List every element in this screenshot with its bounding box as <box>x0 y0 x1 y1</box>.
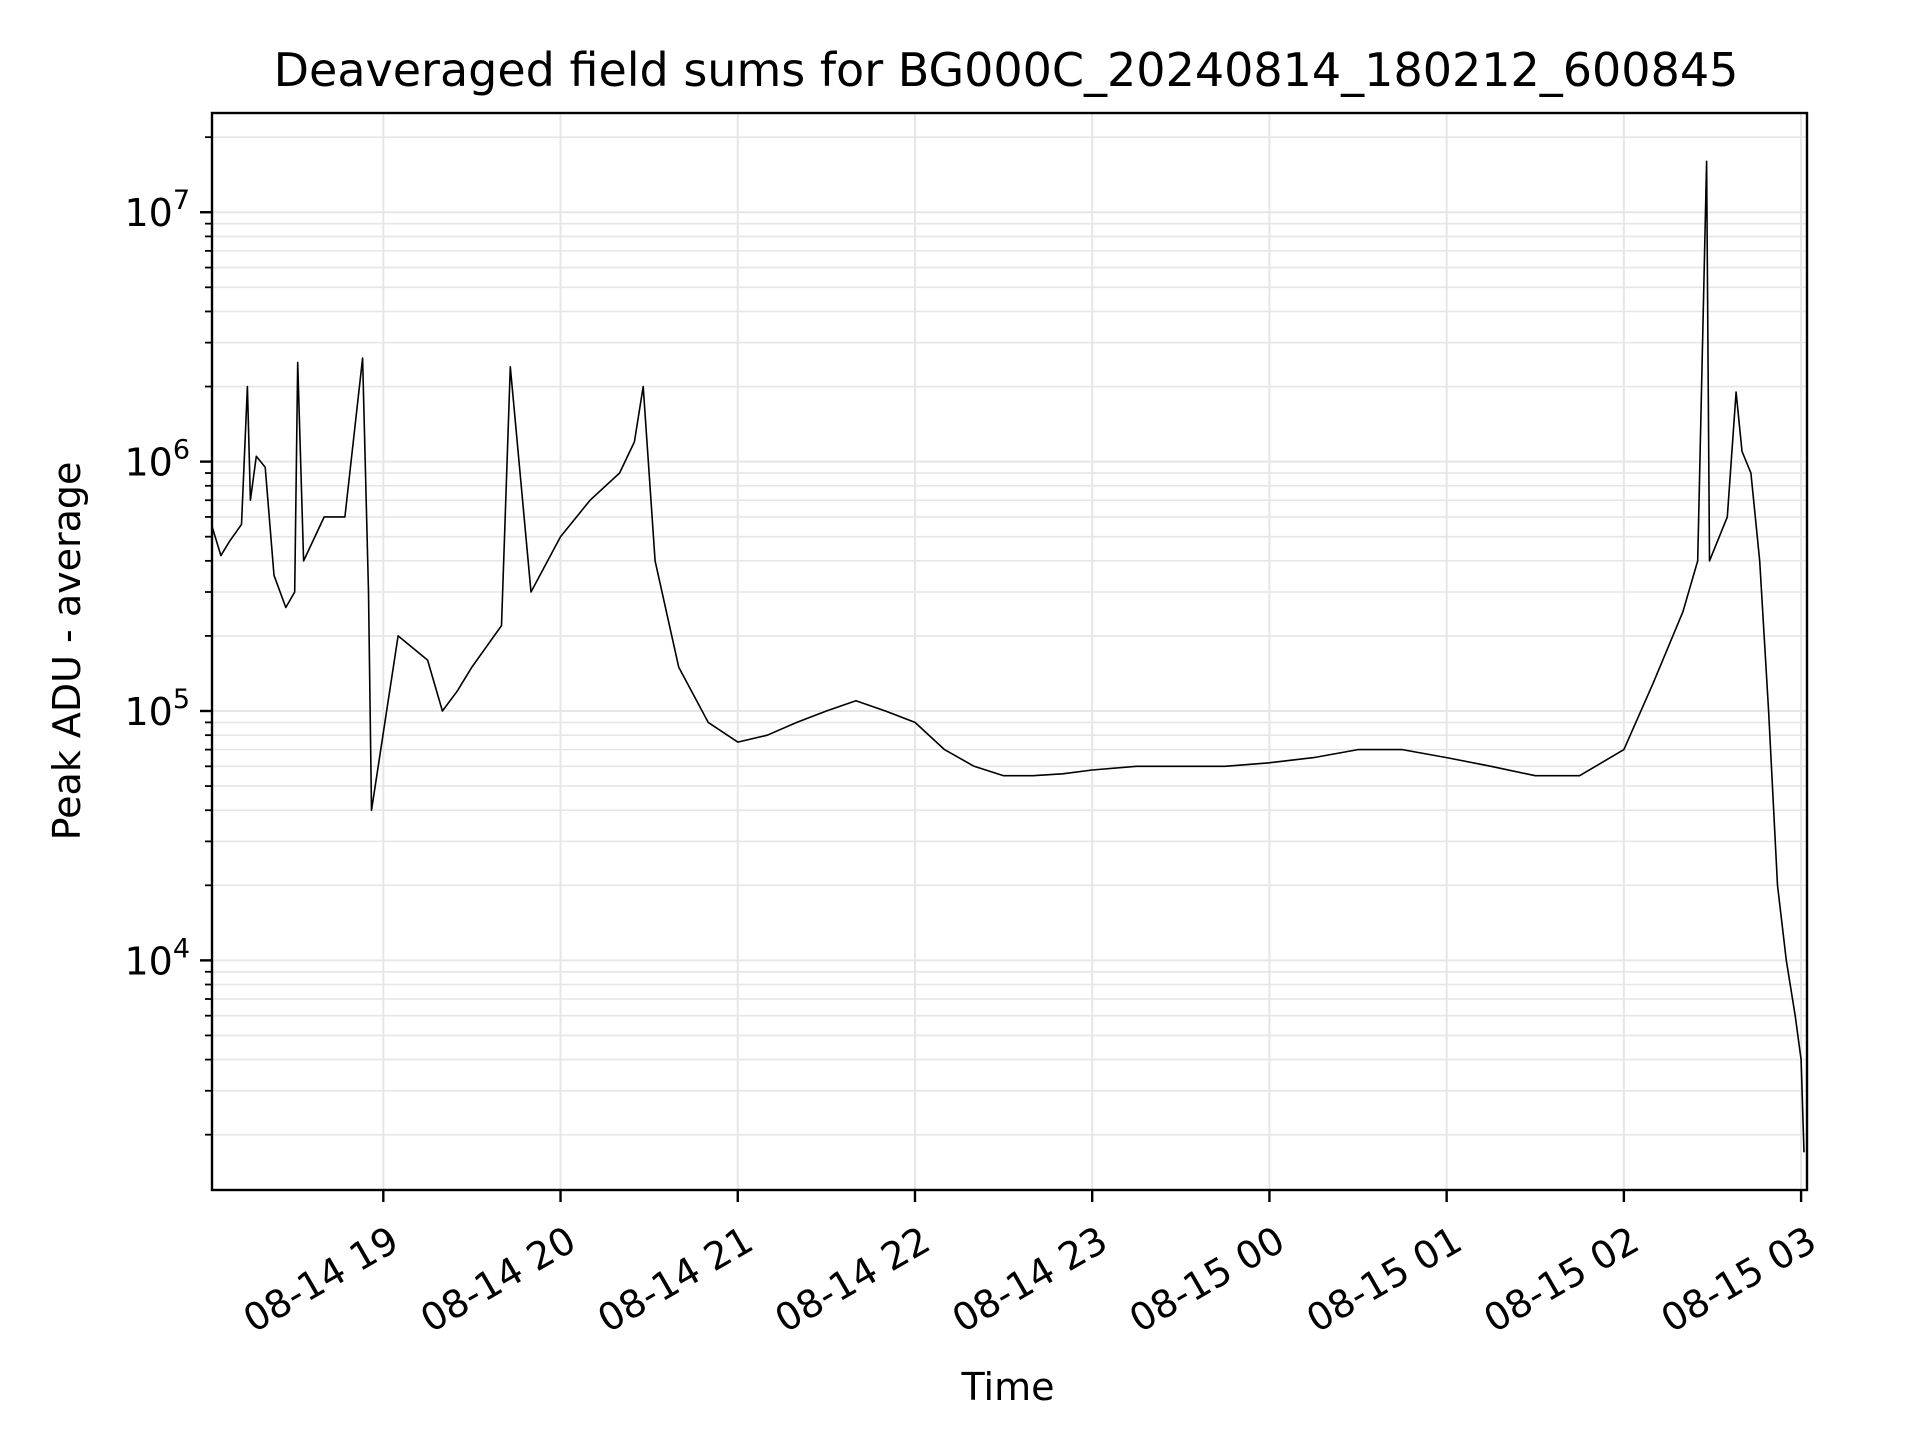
x-axis-label: Time <box>961 1365 1055 1409</box>
chart-title: Deaveraged field sums for BG000C_2024081… <box>274 43 1739 97</box>
y-axis-label: Peak ADU - average <box>45 462 89 841</box>
y-tick-label: 104 <box>124 933 190 983</box>
grid-lines <box>212 113 1807 1190</box>
series-line <box>211 160 1805 1153</box>
data-series <box>211 160 1805 1153</box>
y-axis-ticks: 104 105 106 107 <box>124 136 212 1136</box>
y-tick-label: 106 <box>124 435 190 485</box>
plot-frame <box>210 111 1809 1192</box>
y-tick-label: 107 <box>124 185 190 235</box>
y-tick-label: 105 <box>124 684 190 734</box>
